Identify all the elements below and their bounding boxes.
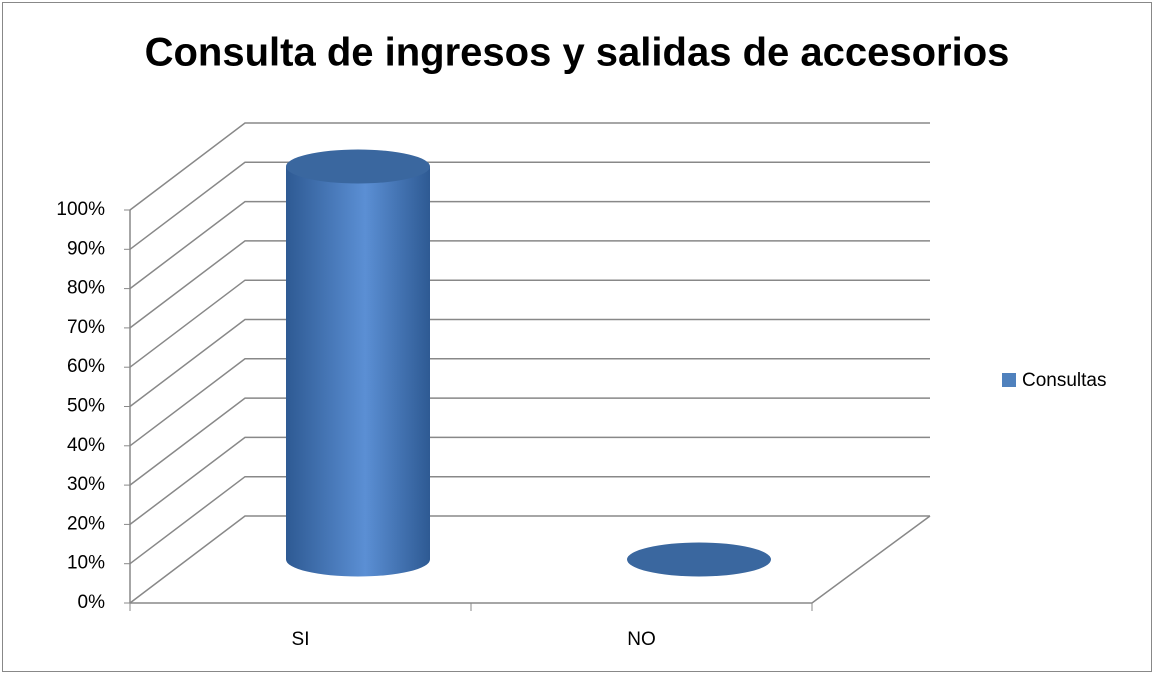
y-tick-label: 60% — [67, 356, 105, 377]
y-tick-label: 0% — [78, 592, 106, 613]
bar — [627, 542, 771, 577]
legend-label: Consultas — [1022, 370, 1107, 391]
grid-line — [129, 161, 930, 250]
y-tick-label: 90% — [67, 238, 105, 259]
y-tick-label: 10% — [67, 553, 105, 574]
grid-line — [129, 122, 930, 211]
x-tick-label: NO — [627, 629, 656, 650]
cylinder-body — [286, 166, 430, 577]
x-tick-label: SI — [292, 629, 310, 650]
grid-line — [129, 436, 930, 525]
y-tick-label: 50% — [67, 396, 105, 417]
grid-line — [129, 240, 930, 329]
grid-line — [129, 318, 930, 408]
y-tick-label: 20% — [67, 513, 105, 534]
y-tick-label: 70% — [67, 317, 105, 338]
y-tick-label: 30% — [67, 474, 105, 495]
grid-line — [129, 515, 930, 604]
y-tick-label: 80% — [67, 278, 105, 299]
chart-title: Consulta de ingresos y salidas de acceso… — [145, 31, 1010, 75]
cylinder-top — [627, 542, 771, 577]
grid-line — [129, 200, 930, 290]
grid-line — [129, 397, 930, 486]
grid-line — [129, 475, 930, 565]
bar — [286, 149, 430, 577]
legend-swatch — [1002, 373, 1016, 387]
grid-line — [129, 279, 930, 368]
cylinder-top — [286, 149, 430, 184]
grid-line — [129, 358, 930, 447]
y-tick-label: 100% — [56, 199, 105, 220]
y-tick-label: 40% — [67, 435, 105, 456]
